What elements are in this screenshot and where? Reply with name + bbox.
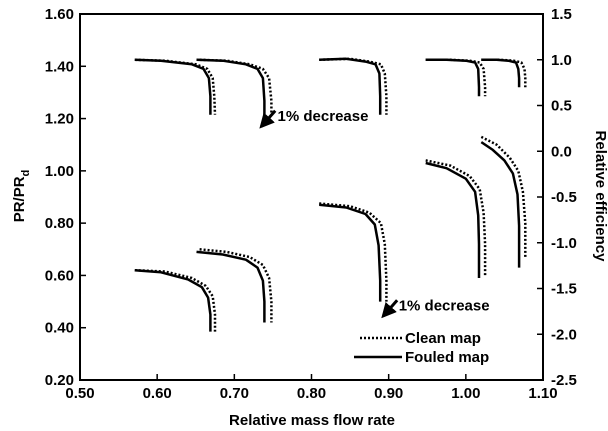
- series-layer: [134, 57, 527, 332]
- legend-label-fouled: Fouled map: [405, 349, 489, 366]
- y-tick-label: 1.00: [45, 163, 74, 180]
- y2-tick-label: -2.5: [551, 372, 577, 389]
- x-tick-label: 1.00: [451, 385, 480, 402]
- clean-map-line-10: [134, 268, 217, 332]
- y-axis-right: -2.5 -2.0 -1.5 -1.0 -0.5 0.0 0.5 1.0 1.5: [537, 6, 577, 389]
- fouled-map-line-5: [319, 57, 382, 115]
- fouled-map-line-15: [319, 203, 382, 302]
- y2-axis-label: Relative efficiency: [592, 131, 608, 263]
- y-axis-label: PR/PRd: [11, 170, 32, 223]
- y2-tick-label: 0.5: [551, 98, 572, 115]
- y-tick-label: 0.20: [45, 372, 74, 389]
- x-tick-label: 1.10: [528, 385, 557, 402]
- fouled-map-line-11: [134, 268, 212, 332]
- clean-map-line-14: [319, 202, 388, 302]
- x-tick-label: 0.60: [143, 385, 172, 402]
- x-tick-label: 0.70: [220, 385, 249, 402]
- y-axis-left: 0.20 0.40 0.60 0.80 1.00 1.20 1.40 1.60: [45, 6, 86, 389]
- plot-frame: [79, 13, 544, 381]
- fouled-map-line-13: [196, 250, 266, 323]
- y-axis-label-subscript: d: [20, 170, 32, 177]
- y2-tick-label: -1.0: [551, 235, 577, 252]
- fouled-map-line-3: [196, 58, 266, 115]
- clean-map-line-8: [481, 58, 527, 88]
- y2-tick-label: -1.5: [551, 281, 577, 298]
- y-tick-label: 1.20: [45, 111, 74, 128]
- annotation-label: 1% decrease: [399, 298, 490, 315]
- clean-map-line-18: [480, 135, 527, 258]
- plot-border: [79, 13, 544, 381]
- y2-tick-label: 0.0: [551, 143, 572, 160]
- annotation-layer: 1% decrease 1% decrease: [259, 108, 490, 319]
- x-axis: 0.50 0.60 0.70 0.80 0.90 1.00 1.10: [65, 374, 558, 402]
- y-tick-label: 0.60: [45, 267, 74, 284]
- x-tick-label: 0.90: [374, 385, 403, 402]
- fouled-map-line-19: [480, 141, 521, 268]
- clean-map-line-12: [199, 248, 273, 323]
- x-tick-label: 0.80: [297, 385, 326, 402]
- y2-tick-label: -2.0: [551, 326, 577, 343]
- y-tick-label: 0.80: [45, 215, 74, 232]
- x-tick-label: 0.50: [65, 385, 94, 402]
- y-tick-label: 0.40: [45, 320, 74, 337]
- annotation-label: 1% decrease: [278, 108, 369, 125]
- y-axis-label-main: PR/PR: [11, 176, 28, 222]
- clean-map-line-2: [199, 58, 273, 115]
- y2-tick-label: -0.5: [551, 189, 577, 206]
- clean-map-line-16: [425, 159, 487, 276]
- legend: Clean map Fouled map: [354, 330, 489, 366]
- annotation-arrow: [381, 299, 399, 319]
- fouled-map-line-17: [425, 161, 481, 278]
- legend-label-clean: Clean map: [405, 330, 481, 347]
- y-tick-label: 1.60: [45, 6, 74, 23]
- y-tick-label: 1.40: [45, 58, 74, 75]
- fouled-map-line-9: [481, 58, 521, 88]
- clean-map-line-0: [134, 58, 217, 115]
- y2-tick-label: 1.5: [551, 6, 572, 23]
- fouled-map-line-7: [425, 58, 481, 97]
- x-axis-label: Relative mass flow rate: [229, 412, 395, 429]
- annotation-arrow: [259, 109, 277, 129]
- y2-tick-label: 1.0: [551, 52, 572, 69]
- fouled-map-line-1: [134, 58, 212, 115]
